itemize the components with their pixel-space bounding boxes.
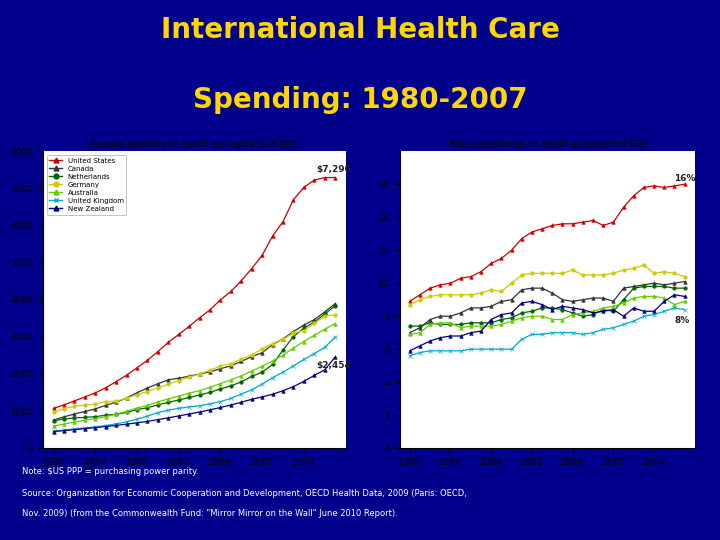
Legend: United States, Canada, Netherlands, Germany, Australia, United Kingdom, New Zeal: United States, Canada, Netherlands, Germ… bbox=[47, 154, 126, 214]
Title: Total expenditures on health as percent of GDP: Total expenditures on health as percent … bbox=[448, 140, 647, 149]
Text: $7,290: $7,290 bbox=[316, 165, 351, 174]
Text: International Health Care: International Health Care bbox=[161, 16, 559, 44]
Text: Note: $US PPP = purchasing power parity.: Note: $US PPP = purchasing power parity. bbox=[22, 467, 198, 476]
Text: 16%: 16% bbox=[675, 174, 696, 183]
Text: Spending: 1980-2007: Spending: 1980-2007 bbox=[193, 86, 527, 114]
Text: Nov. 2009) (from the Commonwealth Fund: "Mirror Mirror on the Wall" June 2010 Re: Nov. 2009) (from the Commonwealth Fund: … bbox=[22, 509, 397, 518]
Title: Average spending on health per capita ($US PPP): Average spending on health per capita ($… bbox=[91, 140, 298, 149]
Text: $2,454: $2,454 bbox=[316, 361, 351, 370]
Text: Source: Organization for Economic Cooperation and Development, OECD Health Data,: Source: Organization for Economic Cooper… bbox=[22, 489, 467, 498]
Text: 8%: 8% bbox=[675, 316, 690, 325]
